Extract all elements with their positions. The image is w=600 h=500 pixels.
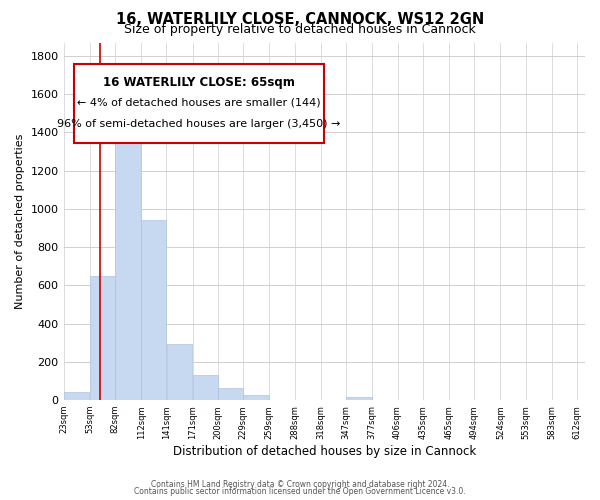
Bar [90, 276, 115, 400]
Text: ← 4% of detached houses are smaller (144): ← 4% of detached houses are smaller (144… [77, 98, 321, 108]
Bar [142, 220, 166, 400]
Bar [346, 397, 372, 400]
Bar [115, 119, 141, 400]
FancyBboxPatch shape [74, 64, 324, 142]
Bar [218, 388, 243, 400]
Bar [244, 396, 269, 400]
Y-axis label: Number of detached properties: Number of detached properties [15, 134, 25, 309]
Bar [193, 375, 218, 400]
X-axis label: Distribution of detached houses by size in Cannock: Distribution of detached houses by size … [173, 444, 476, 458]
Text: Contains public sector information licensed under the Open Government Licence v3: Contains public sector information licen… [134, 488, 466, 496]
Text: 16 WATERLILY CLOSE: 65sqm: 16 WATERLILY CLOSE: 65sqm [103, 76, 295, 90]
Bar [167, 344, 193, 400]
Text: 16, WATERLILY CLOSE, CANNOCK, WS12 2GN: 16, WATERLILY CLOSE, CANNOCK, WS12 2GN [116, 12, 484, 28]
Bar [64, 392, 89, 400]
Text: Size of property relative to detached houses in Cannock: Size of property relative to detached ho… [124, 22, 476, 36]
Text: 96% of semi-detached houses are larger (3,450) →: 96% of semi-detached houses are larger (… [58, 120, 341, 130]
Text: Contains HM Land Registry data © Crown copyright and database right 2024.: Contains HM Land Registry data © Crown c… [151, 480, 449, 489]
